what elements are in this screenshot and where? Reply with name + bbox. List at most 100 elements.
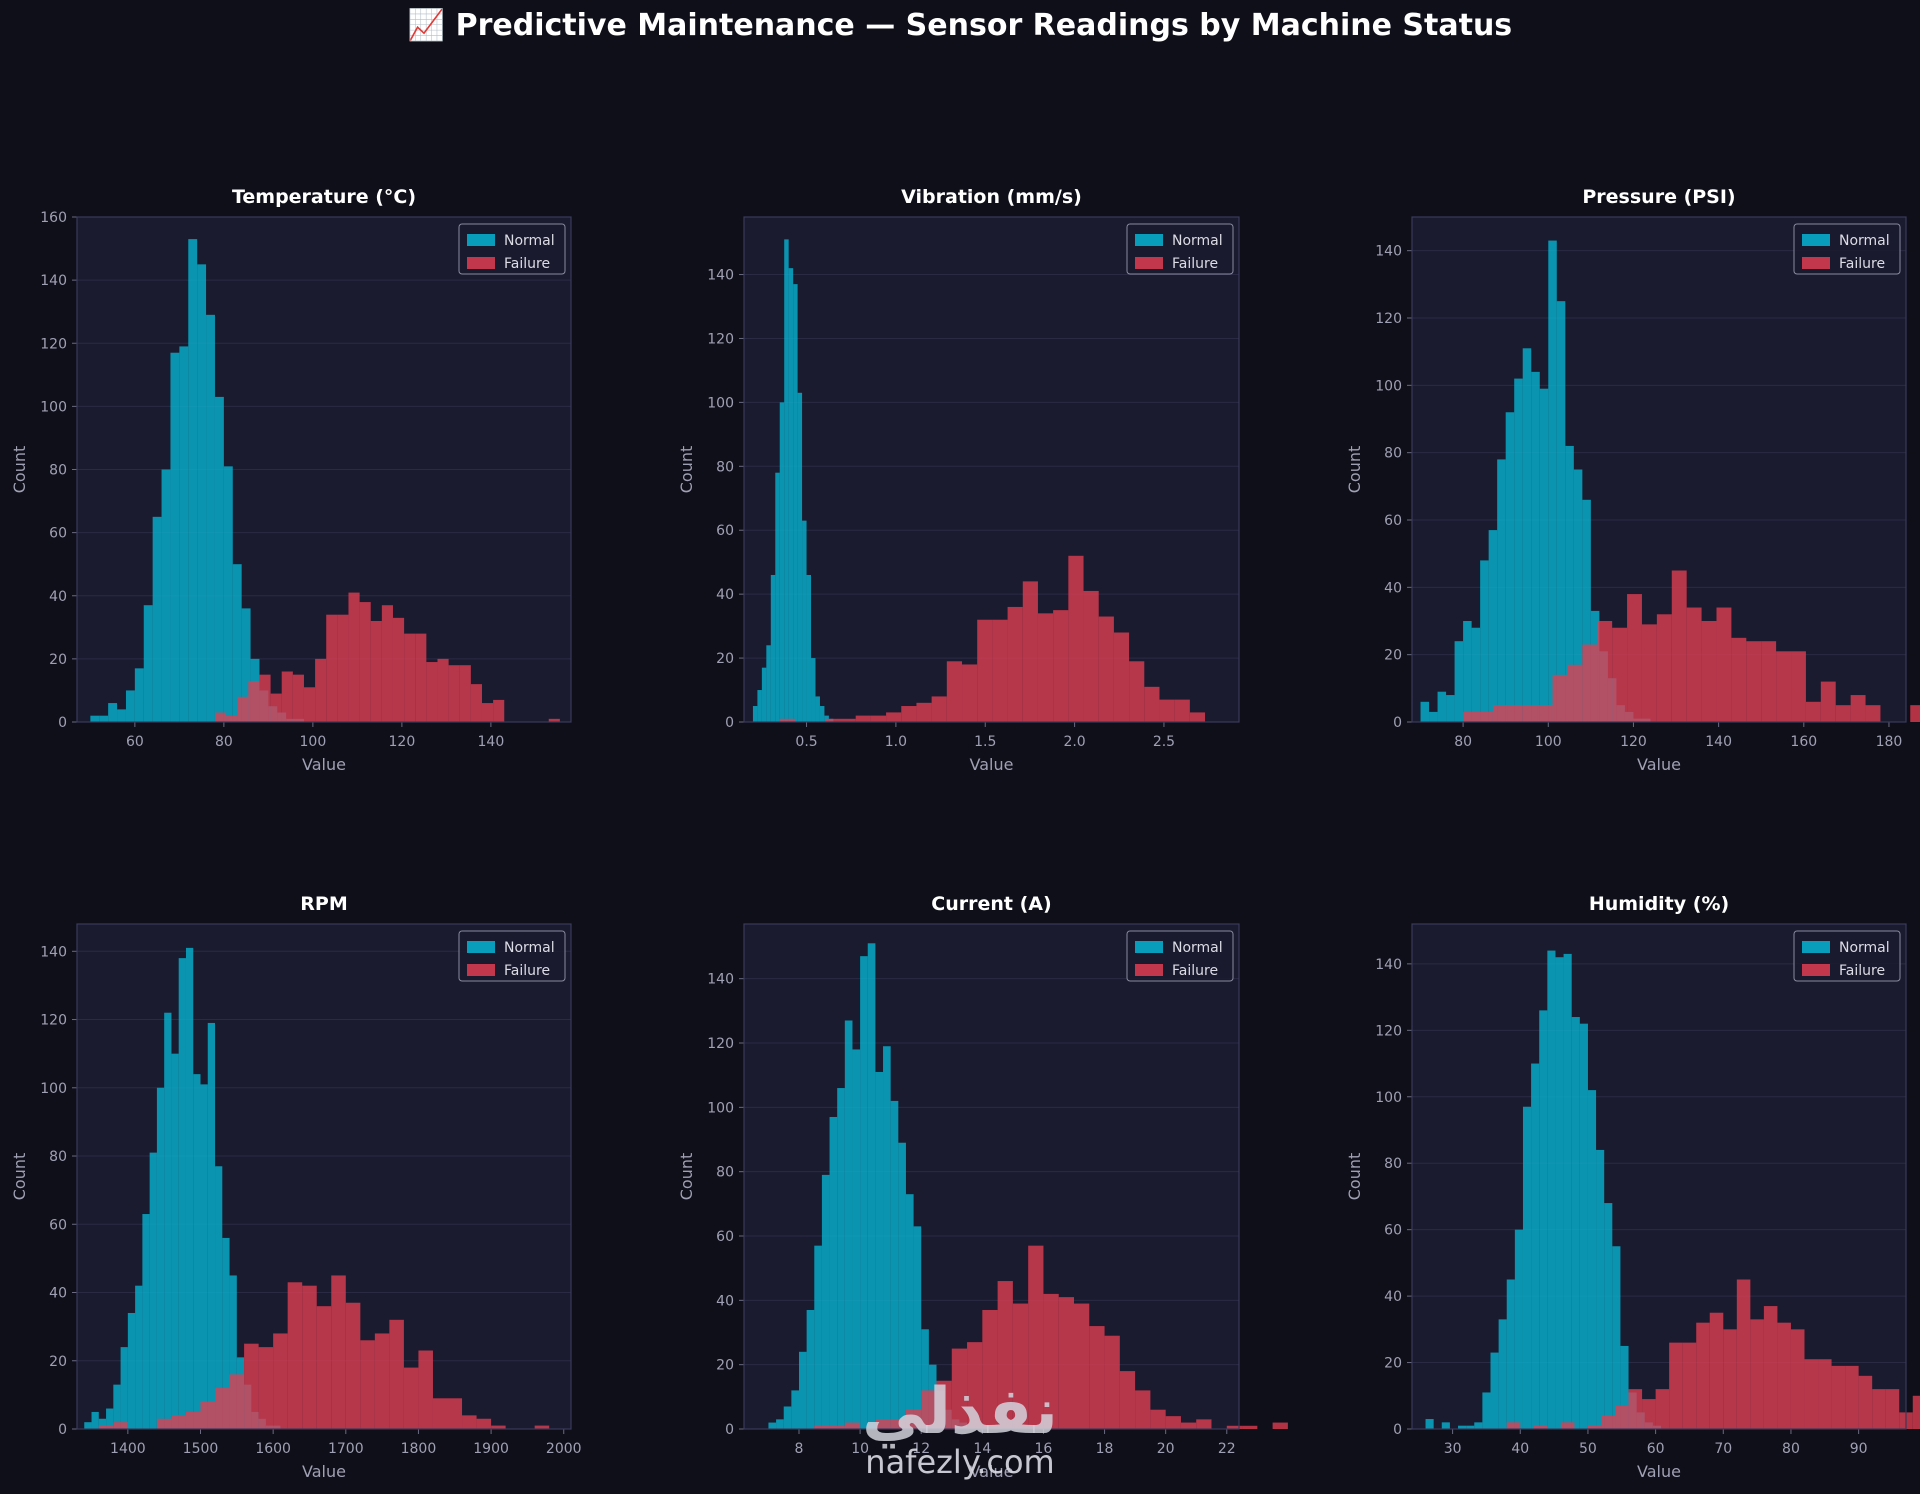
chart-title: Temperature (°C)	[232, 186, 416, 208]
x-tick-label: 0.5	[795, 734, 817, 750]
histogram-bar-failure	[214, 712, 227, 722]
histogram-bar-failure	[1858, 1375, 1873, 1429]
histogram-bar-failure	[432, 1398, 448, 1429]
histogram-bar-failure	[1736, 1279, 1751, 1429]
x-axis-label: Value	[302, 1462, 346, 1481]
histogram-bar-failure	[1537, 705, 1553, 722]
histogram-bar-normal	[229, 1275, 237, 1429]
y-tick-label: 40	[49, 589, 67, 605]
y-tick-label: 140	[40, 273, 67, 289]
histogram-bar-failure	[331, 1275, 346, 1429]
legend-swatch-normal	[1802, 941, 1830, 953]
chart-pressure-psi: 0 20 40 60 80 100 120 140 80 100 120 140 160 180 Press…	[1345, 186, 1920, 774]
histogram-bar-normal	[1458, 1425, 1467, 1429]
histogram-bar-normal	[1531, 1063, 1540, 1429]
histogram-bar-failure	[1686, 607, 1702, 722]
histogram-bar-failure	[779, 718, 795, 722]
histogram-bar-failure	[1763, 1306, 1778, 1429]
histogram-bar-normal	[91, 1411, 99, 1429]
histogram-bar-failure	[418, 1350, 433, 1429]
histogram-bar-normal	[197, 264, 207, 722]
y-tick-label: 120	[40, 336, 67, 352]
histogram-bar-normal	[1582, 499, 1591, 722]
histogram-bar-normal	[837, 1088, 845, 1429]
x-tick-label: 50	[1579, 1441, 1597, 1457]
legend-label-failure: Failure	[504, 256, 550, 272]
histogram-bar-failure	[287, 1282, 303, 1429]
histogram-bar-normal	[98, 1418, 107, 1429]
x-tick-label: 30	[1444, 1441, 1462, 1457]
x-tick-label: 120	[1620, 734, 1647, 750]
histogram-bar-failure	[1669, 1342, 1683, 1429]
watermark-url-text: nafezly.com	[865, 1443, 1055, 1481]
histogram-bar-failure	[98, 1425, 114, 1429]
histogram-bar-failure	[1805, 701, 1821, 722]
histogram-bar-failure	[1174, 699, 1190, 722]
histogram-bar-normal	[1571, 1017, 1580, 1429]
y-tick-label: 120	[707, 331, 734, 347]
x-tick-label: 40	[1511, 1441, 1529, 1457]
histogram-bar-failure	[315, 658, 327, 722]
histogram-bar-failure	[1642, 1399, 1656, 1429]
histogram-bar-normal	[852, 1049, 861, 1429]
histogram-bar-normal	[1565, 445, 1574, 722]
histogram-bar-normal	[757, 690, 762, 722]
histogram-bar-failure	[1507, 705, 1523, 722]
plot-frame	[1411, 216, 1907, 723]
histogram-bar-failure	[1671, 570, 1687, 722]
histogram-bar-failure	[1007, 606, 1023, 722]
watermark: نفذلي nafezly.com	[850, 1380, 1070, 1480]
histogram-bar-failure	[1885, 1389, 1900, 1429]
y-tick-label: 0	[1393, 715, 1402, 731]
chart-title: Vibration (mm/s)	[901, 186, 1082, 208]
legend-label-failure: Failure	[504, 963, 550, 979]
histogram-bar-failure	[1533, 1425, 1548, 1429]
x-tick-label: 2.5	[1153, 734, 1175, 750]
histogram-bar-failure	[1043, 1293, 1059, 1429]
histogram-bar-failure	[1506, 1422, 1521, 1429]
histogram-bar-failure	[1777, 1322, 1791, 1429]
histogram-bar-failure	[1731, 637, 1747, 722]
y-tick-label: 0	[1393, 1422, 1402, 1438]
histogram-bar-failure	[462, 1415, 477, 1429]
histogram-bar-normal	[170, 352, 180, 722]
histogram-bar-normal	[1514, 1229, 1523, 1429]
y-tick-label: 100	[707, 395, 734, 411]
x-tick-label: 16	[1035, 1441, 1053, 1457]
histogram-bar-normal	[215, 1166, 223, 1429]
histogram-bar-failure	[936, 1380, 952, 1429]
histogram-bar-normal	[768, 1422, 777, 1429]
histogram-bar-normal	[156, 1087, 165, 1429]
legend-label-failure: Failure	[1839, 256, 1885, 272]
x-tick-label: 1800	[401, 1441, 437, 1457]
histogram-bar-normal	[860, 956, 868, 1429]
y-tick-label: 80	[716, 459, 734, 475]
x-tick-label: 140	[478, 734, 505, 750]
histogram-bar-normal	[776, 1419, 784, 1429]
histogram-bar-failure	[931, 696, 947, 722]
histogram-bar-normal	[143, 605, 153, 722]
histogram-bar-normal	[1522, 1106, 1532, 1429]
histogram-bar-failure	[1865, 705, 1881, 722]
legend-swatch-normal	[1135, 234, 1163, 246]
histogram-bar-normal	[185, 947, 194, 1429]
histogram-bar-normal	[1488, 530, 1498, 722]
x-tick-label: 160	[1790, 734, 1817, 750]
histogram-bar-normal	[120, 1347, 128, 1429]
y-tick-label: 120	[1375, 311, 1402, 327]
histogram-bar-normal	[188, 239, 198, 722]
histogram-bar-normal	[222, 1237, 230, 1429]
histogram-bar-normal	[152, 516, 162, 722]
histogram-bar-normal	[761, 667, 767, 722]
histogram-bar-normal	[1446, 695, 1455, 722]
histogram-bar-failure	[1641, 624, 1657, 722]
histogram-bar-normal	[214, 396, 224, 722]
histogram-bar-normal	[1579, 1023, 1588, 1429]
histogram-bar-failure	[946, 661, 963, 722]
y-tick-label: 20	[49, 652, 67, 668]
histogram-bar-normal	[1596, 1149, 1605, 1429]
histogram-bar-failure	[1701, 621, 1717, 722]
plot-frame	[743, 923, 1240, 1430]
histogram-bar-failure	[1612, 627, 1628, 722]
x-tick-label: 1400	[110, 1441, 146, 1457]
